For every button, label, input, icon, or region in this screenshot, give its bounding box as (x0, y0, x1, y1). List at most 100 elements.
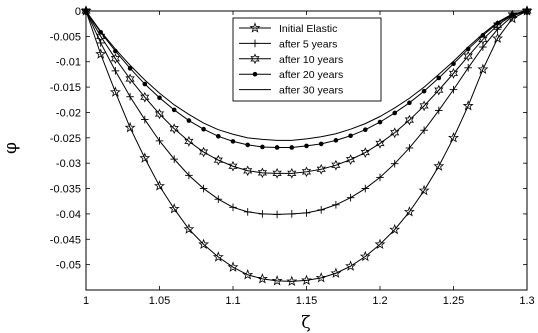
y-tick-label: -0.05 (56, 260, 81, 272)
series-2 (81, 5, 532, 179)
legend-label: after 20 years (279, 69, 343, 81)
hexagram-marker (96, 31, 106, 42)
dot-marker (171, 107, 177, 113)
legend-item-1: after 5 years (239, 38, 337, 50)
hexagram-marker (419, 100, 429, 112)
plus-marker (405, 144, 414, 152)
dot-marker (407, 100, 412, 106)
hexagram-marker (198, 146, 209, 158)
dot-marker (348, 133, 353, 139)
y-tick-label: -0.035 (50, 184, 81, 196)
hexagram-marker (375, 138, 385, 149)
y-tick-label: -0.025 (50, 133, 81, 145)
plus-marker (288, 210, 296, 218)
plus-marker (155, 137, 164, 145)
hexagram-marker (331, 159, 341, 171)
dot-marker (274, 145, 280, 150)
dot-marker (230, 139, 236, 144)
star-marker (477, 63, 489, 75)
star-marker (198, 238, 210, 250)
hexagram-marker (492, 19, 503, 31)
star-marker (403, 206, 415, 217)
plus-marker (273, 210, 281, 219)
plus-marker (170, 155, 178, 163)
star-marker (168, 203, 180, 214)
hexagram-marker (360, 147, 370, 158)
hexagram-marker (316, 163, 326, 175)
dot-marker (436, 75, 442, 81)
hexagram-marker (463, 50, 473, 62)
plus-marker (449, 85, 458, 94)
dot-marker (252, 71, 258, 77)
star-marker (418, 184, 430, 196)
plus-marker (214, 195, 223, 203)
y-tick-label: -0.03 (56, 158, 81, 170)
plus-marker (390, 159, 399, 168)
plus-marker (376, 173, 384, 182)
dot-marker (245, 142, 250, 148)
star-marker (462, 100, 474, 111)
plus-marker (302, 209, 311, 217)
legend-item-0: Initial Elastic (239, 22, 337, 35)
hexagram-marker (243, 165, 253, 177)
legend-label: after 5 years (279, 38, 337, 50)
x-tick-label: 1.2 (372, 295, 387, 307)
series-3 (83, 8, 530, 150)
star-marker (256, 273, 268, 284)
x-tick-label: 1 (83, 295, 89, 307)
legend-item-3: after 20 years (239, 69, 343, 81)
dot-marker (157, 95, 162, 101)
x-tick-label: 1.25 (443, 295, 464, 307)
axes-layer: 1 1.05 1.1 1.15 1.2 1.25 1.3 0 -0.005 -0.01 -0.015… (50, 6, 535, 307)
plus-marker (229, 203, 237, 212)
star-marker (109, 86, 121, 97)
dot-marker (142, 81, 148, 87)
series-line (85, 10, 528, 174)
legend-label: Initial Elastic (279, 23, 337, 35)
plus-marker (420, 126, 428, 135)
hexagram-marker (272, 168, 282, 179)
dot-marker (260, 144, 265, 150)
y-axis-label: φ (1, 142, 21, 154)
hexagram-marker (184, 136, 194, 147)
y-tick-label: -0.04 (56, 209, 81, 221)
star-marker (286, 275, 298, 287)
series-line (85, 10, 528, 282)
x-tick-label: 1.1 (225, 295, 240, 307)
hexagram-marker (110, 53, 121, 65)
hexagram-marker (140, 91, 150, 103)
hexagram-marker (434, 84, 444, 96)
hexagram-marker (154, 108, 165, 120)
hexagram-marker (125, 73, 135, 85)
star-marker (212, 251, 224, 262)
series-4 (85, 10, 528, 141)
dot-marker (363, 127, 368, 133)
dot-marker (201, 126, 206, 132)
plus-marker (258, 210, 267, 218)
plus-marker (141, 115, 149, 124)
plus-marker (251, 39, 259, 48)
series-layer (80, 5, 533, 287)
star-marker (433, 160, 445, 171)
y-tick-label: -0.015 (50, 82, 81, 94)
dot-marker (392, 110, 398, 116)
star-marker (330, 267, 342, 278)
plus-marker (361, 184, 370, 193)
star-marker (139, 152, 151, 163)
star-marker (301, 274, 312, 286)
plus-marker (199, 184, 208, 193)
star-marker (271, 275, 283, 286)
legend: Initial Elastic after 5 years after 10 yea… (232, 17, 382, 102)
plus-marker (243, 208, 252, 216)
dot-marker (377, 119, 383, 125)
x-axis-label: ζ (301, 313, 310, 333)
hexagram-marker (345, 154, 356, 165)
series-0 (80, 5, 533, 287)
star-marker (359, 250, 371, 262)
plus-marker (346, 193, 355, 202)
legend-item-2: after 10 years (239, 53, 343, 66)
plus-marker (317, 206, 325, 214)
hexagram-marker (448, 68, 459, 79)
star-marker (374, 238, 386, 250)
